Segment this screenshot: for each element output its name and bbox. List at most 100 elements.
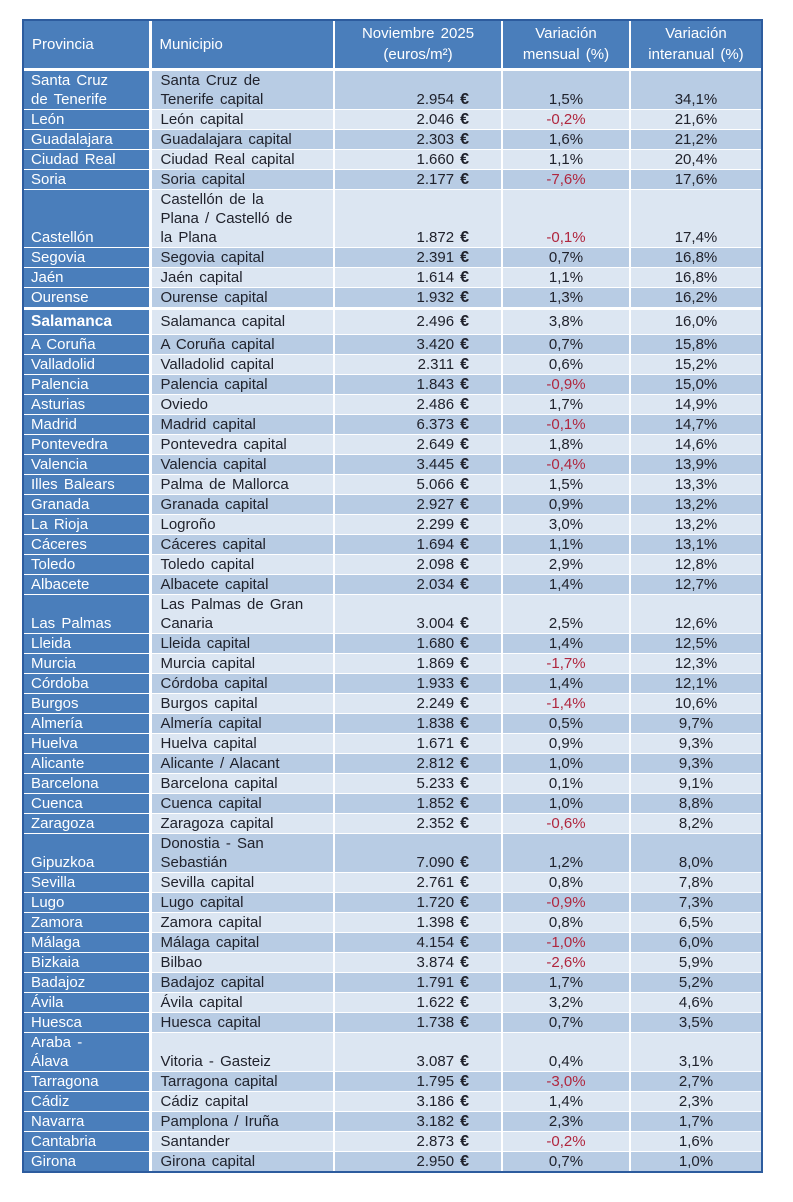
cell-precio: 3.874 € bbox=[334, 951, 503, 972]
cell-precio: 3.182 € bbox=[334, 1110, 503, 1131]
euro-icon: € bbox=[460, 555, 469, 573]
cell-variacion-mensual: 1,7% bbox=[502, 971, 631, 992]
cell-variacion-interanual: 2,7% bbox=[630, 1070, 761, 1091]
cell-precio: 1.791 € bbox=[334, 971, 503, 992]
price-group: 6.373 € bbox=[337, 415, 499, 434]
cell-municipio: Logroño bbox=[150, 513, 335, 534]
price-group: 1.838 € bbox=[337, 714, 499, 733]
table-row: Sevilla Sevilla capital 2.761 € 0,8% 7,8… bbox=[24, 871, 761, 892]
cell-provincia: Cuenca bbox=[24, 792, 152, 813]
price-value: 2.812 bbox=[416, 754, 455, 772]
price-value: 3.445 bbox=[416, 455, 455, 473]
price-value: 2.486 bbox=[416, 395, 455, 413]
price-group: 1.614 € bbox=[337, 268, 499, 287]
cell-municipio: Guadalajara capital bbox=[150, 128, 335, 149]
cell-provincia: Lleida bbox=[24, 632, 152, 653]
cell-provincia: Ourense bbox=[24, 286, 152, 308]
cell-variacion-mensual: 0,8% bbox=[502, 911, 631, 932]
cell-municipio: Lleida capital bbox=[150, 632, 335, 653]
housing-price-table: Provincia Municipio Noviembre 2025 (euro… bbox=[22, 19, 763, 1173]
cell-precio: 2.098 € bbox=[334, 553, 503, 574]
cell-variacion-interanual: 13,9% bbox=[630, 453, 761, 474]
cell-variacion-interanual: 16,2% bbox=[630, 286, 761, 308]
cell-provincia: Pontevedra bbox=[24, 433, 152, 454]
cell-provincia: Málaga bbox=[24, 931, 152, 952]
cell-variacion-interanual: 16,0% bbox=[630, 306, 761, 334]
price-group: 2.873 € bbox=[337, 1132, 499, 1151]
cell-precio: 5.233 € bbox=[334, 772, 503, 793]
price-value: 1.791 bbox=[416, 973, 455, 991]
price-group: 1.694 € bbox=[337, 535, 499, 554]
euro-icon: € bbox=[460, 335, 469, 353]
cell-municipio: Tarragona capital bbox=[150, 1070, 335, 1091]
cell-provincia: Barcelona bbox=[24, 772, 152, 793]
cell-provincia: Almería bbox=[24, 712, 152, 733]
cell-municipio: Pontevedra capital bbox=[150, 433, 335, 454]
cell-provincia: Castellón bbox=[24, 188, 152, 247]
cell-variacion-mensual: 0,4% bbox=[502, 1031, 631, 1071]
table-row: Jaén Jaén capital 1.614 € 1,1% 16,8% bbox=[24, 266, 761, 287]
price-group: 2.249 € bbox=[337, 694, 499, 713]
header-variacion-interanual: Variación interanual (%) bbox=[630, 21, 761, 69]
cell-variacion-interanual: 3,1% bbox=[630, 1031, 761, 1071]
table-row: Ávila Ávila capital 1.622 € 3,2% 4,6% bbox=[24, 991, 761, 1012]
table-row: Castellón Castellón de la Plana / Castel… bbox=[24, 188, 761, 247]
cell-variacion-mensual: 1,2% bbox=[502, 832, 631, 872]
cell-provincia: Araba - Álava bbox=[24, 1031, 152, 1071]
table-row: León León capital 2.046 € -0,2% 21,6% bbox=[24, 108, 761, 129]
cell-variacion-interanual: 14,7% bbox=[630, 413, 761, 434]
cell-variacion-interanual: 1,6% bbox=[630, 1130, 761, 1151]
price-group: 7.090 € bbox=[337, 853, 499, 872]
cell-municipio: Las Palmas de Gran Canaria bbox=[150, 593, 335, 633]
table-row: Salamanca Salamanca capital 2.496 € 3,8%… bbox=[24, 306, 761, 334]
cell-municipio: Córdoba capital bbox=[150, 672, 335, 693]
cell-variacion-mensual: 0,9% bbox=[502, 493, 631, 514]
cell-variacion-mensual: 2,9% bbox=[502, 553, 631, 574]
cell-municipio: Sevilla capital bbox=[150, 871, 335, 892]
cell-variacion-mensual: 0,9% bbox=[502, 732, 631, 753]
cell-precio: 3.087 € bbox=[334, 1031, 503, 1071]
cell-variacion-mensual: 0,1% bbox=[502, 772, 631, 793]
cell-municipio: Jaén capital bbox=[150, 266, 335, 287]
cell-variacion-interanual: 17,4% bbox=[630, 188, 761, 247]
price-group: 2.098 € bbox=[337, 555, 499, 574]
cell-municipio: Málaga capital bbox=[150, 931, 335, 952]
price-group: 5.066 € bbox=[337, 475, 499, 494]
table-row: Las Palmas Las Palmas de Gran Canaria 3.… bbox=[24, 593, 761, 633]
cell-precio: 1.932 € bbox=[334, 286, 503, 308]
cell-precio: 1.838 € bbox=[334, 712, 503, 733]
cell-municipio: Santander bbox=[150, 1130, 335, 1151]
table-row: Cádiz Cádiz capital 3.186 € 1,4% 2,3% bbox=[24, 1090, 761, 1111]
price-value: 5.066 bbox=[416, 475, 455, 493]
table-row: Guadalajara Guadalajara capital 2.303 € … bbox=[24, 128, 761, 149]
price-value: 1.671 bbox=[416, 734, 455, 752]
cell-variacion-interanual: 14,9% bbox=[630, 393, 761, 414]
cell-variacion-interanual: 12,3% bbox=[630, 652, 761, 673]
euro-icon: € bbox=[460, 130, 469, 148]
euro-icon: € bbox=[460, 953, 469, 971]
cell-provincia: Asturias bbox=[24, 393, 152, 414]
cell-provincia: Zaragoza bbox=[24, 812, 152, 833]
cell-variacion-mensual: 1,5% bbox=[502, 67, 631, 109]
cell-municipio: Madrid capital bbox=[150, 413, 335, 434]
cell-provincia: Guadalajara bbox=[24, 128, 152, 149]
cell-variacion-mensual: -1,4% bbox=[502, 692, 631, 713]
table-row: Cantabria Santander 2.873 € -0,2% 1,6% bbox=[24, 1130, 761, 1151]
header-variacion-mensual: Variación mensual (%) bbox=[502, 21, 631, 69]
cell-provincia: Albacete bbox=[24, 573, 152, 594]
cell-variacion-mensual: -0,9% bbox=[502, 891, 631, 912]
cell-variacion-interanual: 15,8% bbox=[630, 333, 761, 354]
cell-provincia: Madrid bbox=[24, 413, 152, 434]
cell-provincia: Granada bbox=[24, 493, 152, 514]
cell-municipio: Zaragoza capital bbox=[150, 812, 335, 833]
euro-icon: € bbox=[460, 1013, 469, 1031]
euro-icon: € bbox=[460, 268, 469, 286]
cell-variacion-mensual: 1,1% bbox=[502, 266, 631, 287]
price-group: 2.496 € bbox=[337, 312, 499, 331]
table-row: Illes Balears Palma de Mallorca 5.066 € … bbox=[24, 473, 761, 494]
cell-provincia: Bizkaia bbox=[24, 951, 152, 972]
euro-icon: € bbox=[460, 654, 469, 672]
price-value: 2.496 bbox=[416, 312, 455, 330]
table-row: Barcelona Barcelona capital 5.233 € 0,1%… bbox=[24, 772, 761, 793]
